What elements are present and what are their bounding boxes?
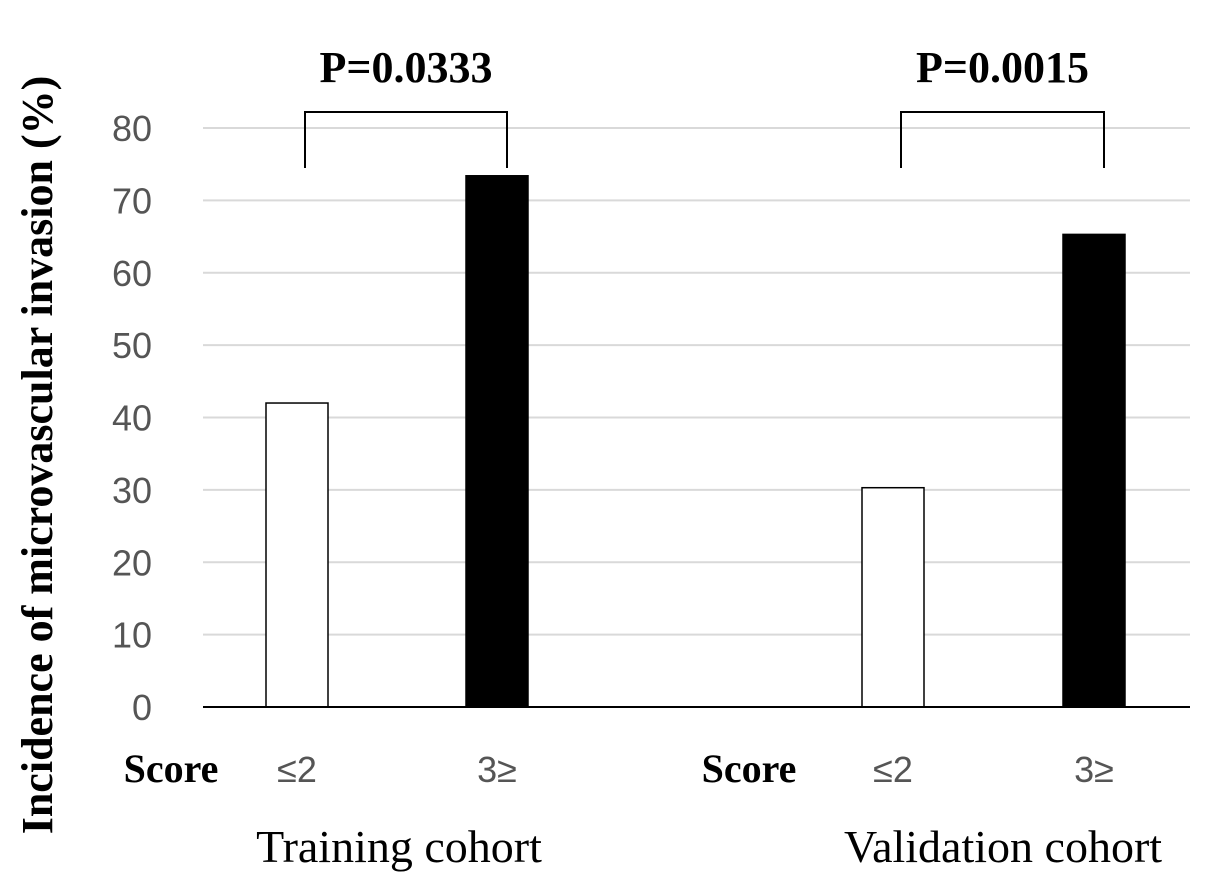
score-label: Score <box>702 746 797 791</box>
y-tick-label: 80 <box>112 108 152 149</box>
y-tick-label: 0 <box>132 687 152 728</box>
significance-brackets: P=0.0333 P=0.0015 <box>304 43 1105 168</box>
score-label: Score <box>124 746 219 791</box>
bar <box>465 175 529 708</box>
category-labels: ≤2 3≥ Score Training cohort ≤2 3≥ Score Validat… <box>124 746 1163 872</box>
y-axis-title: Incidence of microvascular invasion (%) <box>13 76 62 835</box>
y-tick-label: 50 <box>112 325 152 366</box>
gridlines <box>203 127 1190 636</box>
y-tick-label: 30 <box>112 470 152 511</box>
bar <box>265 402 329 708</box>
bars <box>265 175 1126 708</box>
p-value-label: P=0.0015 <box>916 43 1089 92</box>
y-tick-label: 60 <box>112 253 152 294</box>
y-tick-label: 40 <box>112 398 152 439</box>
x-category-label: ≤2 <box>277 749 317 790</box>
significance-bracket <box>900 111 1105 168</box>
p-value-label: P=0.0333 <box>320 43 493 92</box>
y-axis-ticks: 0 10 20 30 40 50 60 70 80 <box>112 108 152 728</box>
bar <box>1062 233 1126 708</box>
y-tick-label: 70 <box>112 180 152 221</box>
group-label: Validation cohort <box>844 821 1162 872</box>
x-category-label: 3≥ <box>1074 749 1114 790</box>
x-category-label: ≤2 <box>873 749 913 790</box>
significance-bracket <box>304 111 508 168</box>
bar <box>861 486 925 708</box>
group-label: Training cohort <box>256 821 542 872</box>
x-category-label: 3≥ <box>477 749 517 790</box>
y-tick-label: 20 <box>112 542 152 583</box>
y-tick-label: 10 <box>112 615 152 656</box>
